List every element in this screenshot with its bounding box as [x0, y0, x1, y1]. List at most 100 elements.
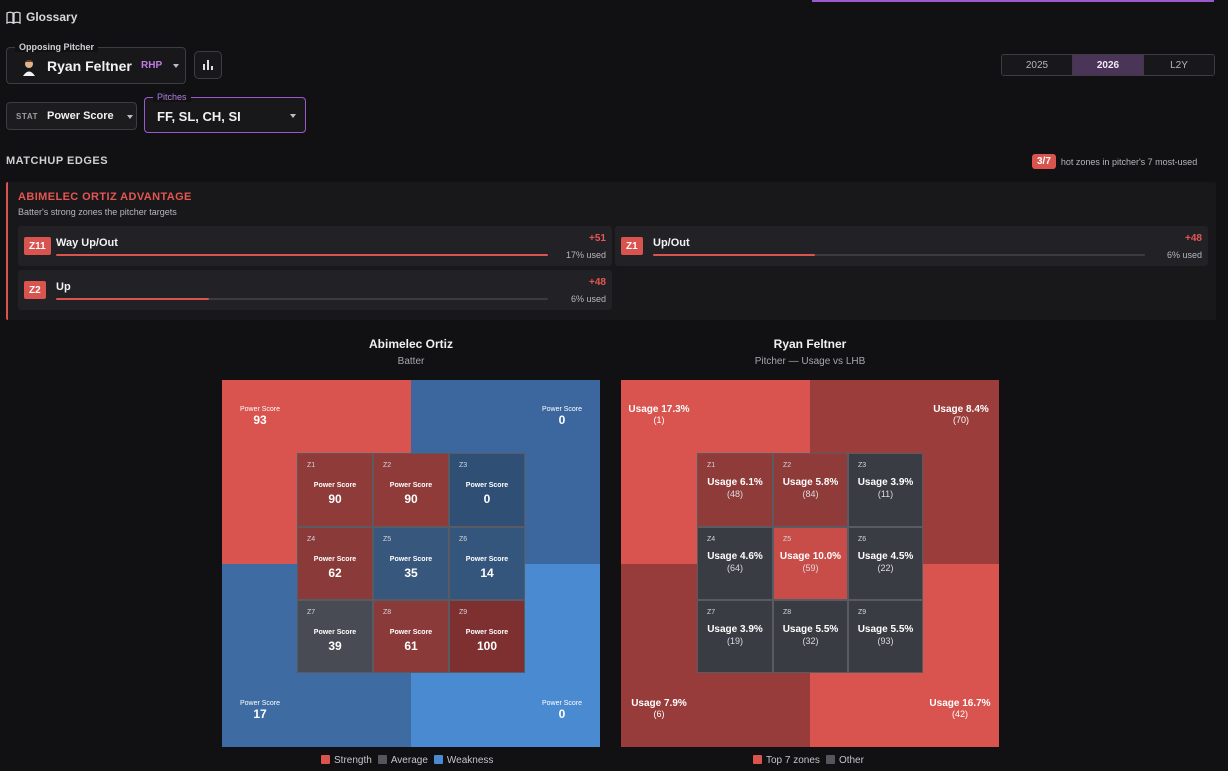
zone-label: Power Score: [313, 482, 357, 489]
stat-value: Power Score: [47, 110, 114, 122]
zone-count: (84): [802, 489, 819, 499]
pitcher-avatar-icon: [23, 60, 35, 76]
zone-id: Z7: [307, 609, 316, 616]
pitcher-zone-z9[interactable]: Z9 Usage 5.5% (93): [848, 600, 923, 673]
pitcher-corner-br: Usage 16.7% (42): [923, 698, 997, 719]
edge-used: 17% used: [565, 250, 606, 260]
edge-row[interactable]: Z2 Up +48 6% used: [18, 270, 612, 310]
legend-weakness: Weakness: [433, 755, 494, 766]
top-accent-bar: [812, 0, 1214, 2]
batter-zone-z7[interactable]: Z7 Power Score 39: [297, 600, 373, 673]
zone-usage: Usage 5.8%: [782, 477, 839, 488]
bar-chart-icon: [203, 60, 213, 70]
batter-zone-z8[interactable]: Z8 Power Score 61: [373, 600, 449, 673]
pitcher-zone-chart: Usage 17.3% (1) Usage 8.4% (70) Usage 7.…: [621, 380, 999, 747]
batter-zone-z5[interactable]: Z5 Power Score 35: [373, 527, 449, 600]
legend-swatch: [377, 755, 387, 764]
zone-label: Power Score: [389, 629, 433, 636]
zone-id: Z2: [383, 462, 392, 469]
pitcher-zone-z5[interactable]: Z5 Usage 10.0% (59): [773, 527, 848, 600]
pitcher-zone-z6[interactable]: Z6 Usage 4.5% (22): [848, 527, 923, 600]
edge-delta: +51: [589, 233, 606, 244]
zone-id: Z3: [459, 462, 468, 469]
advantage-title: ABIMELEC ORTIZ ADVANTAGE: [18, 191, 192, 203]
batter-panel-subtitle: Batter: [397, 356, 425, 367]
zone-count: (48): [726, 489, 743, 499]
legend-label: Weakness: [446, 755, 494, 766]
pitcher-zone-z7[interactable]: Z7 Usage 3.9% (19): [697, 600, 773, 673]
zone-id: Z7: [707, 609, 716, 616]
edge-row[interactable]: Z1 Up/Out +48 6% used: [615, 226, 1208, 266]
chevron-down-icon: [290, 114, 296, 118]
zone-count: (93): [877, 636, 894, 646]
edge-used: 6% used: [570, 294, 606, 304]
advantage-subtitle: Batter's strong zones the pitcher target…: [18, 207, 177, 217]
zone-value: 14: [480, 566, 494, 580]
edge-row[interactable]: Z11 Way Up/Out +51 17% used: [18, 226, 612, 266]
zone-id: Z5: [783, 536, 792, 543]
matchup-edges-title: MATCHUP EDGES: [6, 155, 109, 167]
corner-value: 17: [253, 707, 267, 721]
zone-count: (32): [802, 636, 819, 646]
usage-bar: [653, 254, 1145, 256]
zone-usage: Usage 3.9%: [707, 624, 763, 635]
zone-id: Z5: [383, 536, 392, 543]
corner-usage: Usage 8.4%: [933, 404, 989, 415]
pitcher-stats-button[interactable]: [194, 51, 222, 79]
pitcher-zone-z1[interactable]: Z1 Usage 6.1% (48): [697, 453, 773, 527]
year-tabs: 2025 2026 L2Y: [1001, 54, 1215, 76]
zone-id: Z8: [383, 609, 392, 616]
zone-id: Z4: [307, 536, 316, 543]
zone-badge: Z1: [621, 237, 643, 255]
legend-other: Other: [825, 755, 864, 766]
batter-zone-z3[interactable]: Z3 Power Score 0: [449, 453, 525, 527]
zone-id: Z1: [307, 462, 316, 469]
corner-value: 0: [558, 413, 566, 427]
batter-zone-z2[interactable]: Z2 Power Score 90: [373, 453, 449, 527]
zone-label: Power Score: [465, 482, 509, 489]
zone-label: Power Score: [313, 629, 357, 636]
zone-id: Z1: [707, 462, 716, 469]
zone-badge: Z11: [24, 237, 51, 255]
pitcher-zone-z4[interactable]: Z4 Usage 4.6% (64): [697, 527, 773, 600]
tab-2025[interactable]: 2025: [1002, 55, 1073, 75]
glossary-link[interactable]: Glossary: [6, 10, 77, 24]
pitches-select[interactable]: Pitches FF, SL, CH, SI: [144, 92, 306, 133]
legend-swatch: [753, 755, 762, 764]
batter-zone-z1[interactable]: Z1 Power Score 90: [297, 453, 373, 527]
usage-bar-fill: [56, 298, 209, 300]
tab-l2y[interactable]: L2Y: [1144, 55, 1214, 75]
zone-usage: Usage 4.5%: [857, 551, 914, 562]
zone-label: Power Score: [313, 556, 357, 563]
zone-label: Power Score: [389, 482, 433, 489]
pitcher-zone-z8[interactable]: Z8 Usage 5.5% (32): [773, 600, 848, 673]
zone-count: (59): [802, 563, 819, 573]
zone-label: Power Score: [465, 629, 509, 636]
usage-bar-fill: [56, 254, 548, 256]
opposing-pitcher-legend: Opposing Pitcher: [15, 42, 99, 52]
usage-bar: [56, 254, 548, 256]
tab-2026[interactable]: 2026: [1073, 55, 1144, 75]
corner-usage: Usage 17.3%: [628, 404, 690, 415]
opposing-pitcher-select[interactable]: Opposing Pitcher Ryan Feltner RHP: [6, 42, 186, 84]
corner-count: (70): [952, 415, 969, 425]
advantage-panel: ABIMELEC ORTIZ ADVANTAGE Batter's strong…: [6, 182, 1216, 320]
zone-id: Z4: [707, 536, 716, 543]
pitcher-zone-z2[interactable]: Z2 Usage 5.8% (84): [773, 453, 848, 527]
stat-select[interactable]: STAT Power Score: [6, 102, 137, 130]
pitcher-zone-z3[interactable]: Z3 Usage 3.9% (11): [848, 453, 923, 527]
corner-count: (42): [951, 709, 968, 719]
legend-average: Average: [377, 755, 428, 766]
pitches-legend: Pitches: [153, 92, 191, 102]
corner-usage: Usage 16.7%: [929, 698, 991, 709]
batter-zone-z9[interactable]: Z9 Power Score 100: [449, 600, 525, 673]
pitcher-panel-title: Ryan Feltner: [773, 337, 847, 351]
batter-zone-z6[interactable]: Z6 Power Score 14: [449, 527, 525, 600]
zone-usage: Usage 5.5%: [857, 624, 914, 635]
edge-label: Up/Out: [653, 237, 690, 249]
legend-swatch: [825, 755, 835, 764]
zone-count: (11): [877, 489, 894, 499]
batter-zone-z4[interactable]: Z4 Power Score 62: [297, 527, 373, 600]
zone-label: Power Score: [465, 556, 509, 563]
zone-usage: Usage 3.9%: [857, 477, 914, 488]
